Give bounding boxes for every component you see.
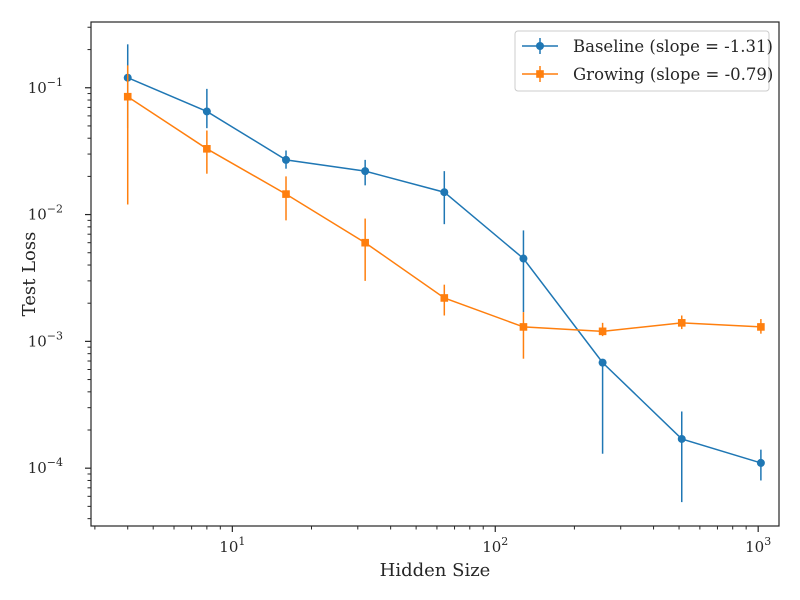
- data-point: [361, 238, 369, 247]
- legend-marker: [536, 42, 544, 50]
- data-point: [519, 323, 528, 331]
- y-tick-label: 10−2: [28, 203, 63, 224]
- data-point: [361, 167, 370, 176]
- y-axis-label: Test Loss: [19, 232, 40, 317]
- series-1: [123, 44, 765, 503]
- legend-marker: [536, 70, 544, 78]
- legend-entries: Baseline (slope = -1.31) Growing (slope =…: [522, 37, 773, 84]
- data-point: [677, 319, 686, 327]
- data-point: [123, 92, 132, 101]
- plot-layer: [123, 44, 765, 503]
- legend: Baseline (slope = -1.31) Growing (slope =…: [514, 30, 773, 92]
- data-point: [757, 323, 765, 331]
- plot-frame: [90, 21, 780, 527]
- data-point: [677, 434, 686, 443]
- data-point: [598, 327, 607, 336]
- data-point: [598, 358, 607, 367]
- data-point: [440, 188, 449, 197]
- data-point: [282, 190, 290, 198]
- y-tick-label: 10−3: [28, 329, 63, 350]
- legend-label: Baseline (slope = -1.31): [573, 37, 773, 56]
- data-point: [203, 145, 211, 153]
- series-2: [123, 65, 765, 359]
- x-tick-label: 103: [745, 535, 771, 556]
- y-tick-label: 10−4: [28, 456, 63, 477]
- series-line: [127, 77, 762, 464]
- data-point: [282, 155, 291, 164]
- data-point: [202, 107, 211, 116]
- x-tick-label: 101: [219, 535, 245, 556]
- legend-label: Growing (slope = -0.79): [573, 65, 773, 84]
- y-axis-ticks: 10−4 10−3 10−2 10−1: [28, 26, 91, 520]
- data-point: [756, 458, 765, 467]
- legend-entry-1: Baseline (slope = -1.31): [522, 37, 773, 56]
- legend-box: [514, 30, 770, 92]
- y-tick-label: 10−1: [28, 76, 63, 97]
- legend-entry-2: Growing (slope = -0.79): [522, 65, 773, 84]
- data-point: [440, 294, 449, 302]
- x-axis-label: Hidden Size: [380, 560, 491, 581]
- data-point: [519, 254, 528, 263]
- x-tick-label: 102: [482, 535, 508, 556]
- x-axis-ticks: 101 102 103: [94, 526, 771, 556]
